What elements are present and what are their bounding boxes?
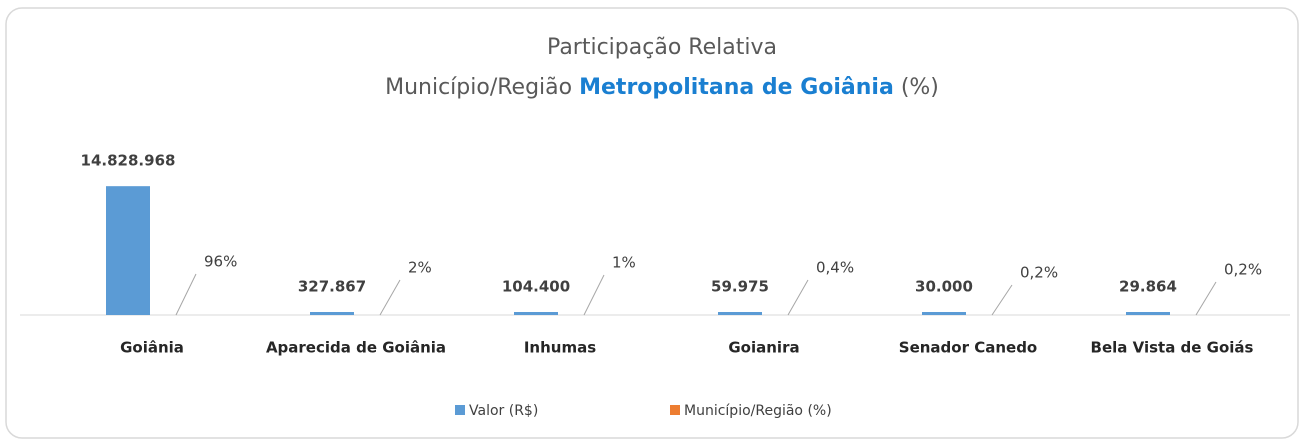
bar (1126, 312, 1170, 315)
data-label: 327.867 (298, 278, 366, 296)
x-tick-label: Goianira (728, 339, 799, 357)
chart-subtitle: Município/Região Metropolitana de Goiânia… (385, 75, 939, 100)
data-label: 59.975 (711, 278, 769, 296)
x-tick-label: Aparecida de Goiânia (266, 339, 446, 357)
data-label: 96% (204, 253, 237, 271)
data-label: 0,2% (1020, 264, 1058, 282)
leader-line (787, 279, 809, 316)
x-tick-label: Senador Canedo (899, 339, 1037, 357)
legend-swatch (455, 405, 465, 415)
data-label: 14.828.968 (81, 152, 176, 170)
legend-label: Município/Região (%) (684, 403, 832, 419)
bar (310, 312, 354, 315)
data-label: 104.400 (502, 278, 570, 296)
bar (106, 186, 150, 315)
data-label: 0,2% (1224, 261, 1262, 279)
subtitle-highlight: Metropolitana de Goiânia (579, 75, 894, 100)
leader-line (991, 284, 1013, 316)
card (5, 7, 1299, 439)
data-label: 0,4% (816, 259, 854, 277)
leader-line (175, 273, 197, 316)
bar (718, 312, 762, 315)
bar (922, 312, 966, 315)
bar (514, 312, 558, 315)
x-tick-label: Inhumas (524, 339, 596, 357)
legend-label: Valor (R$) (469, 403, 538, 419)
subtitle-part: (%) (901, 75, 939, 100)
x-tick-label: Bela Vista de Goiás (1091, 339, 1254, 357)
data-label: 30.000 (915, 278, 973, 296)
legend-swatch (670, 405, 680, 415)
data-label: 29.864 (1119, 278, 1177, 296)
x-tick-label: Goiânia (120, 339, 184, 357)
data-label: 2% (408, 259, 432, 277)
chart-title: Participação Relativa (547, 35, 777, 60)
leader-line (379, 279, 401, 316)
data-label: 1% (612, 254, 636, 272)
subtitle-part: Município/Região (385, 75, 572, 100)
leader-line (1195, 281, 1217, 316)
leader-line (583, 274, 605, 316)
